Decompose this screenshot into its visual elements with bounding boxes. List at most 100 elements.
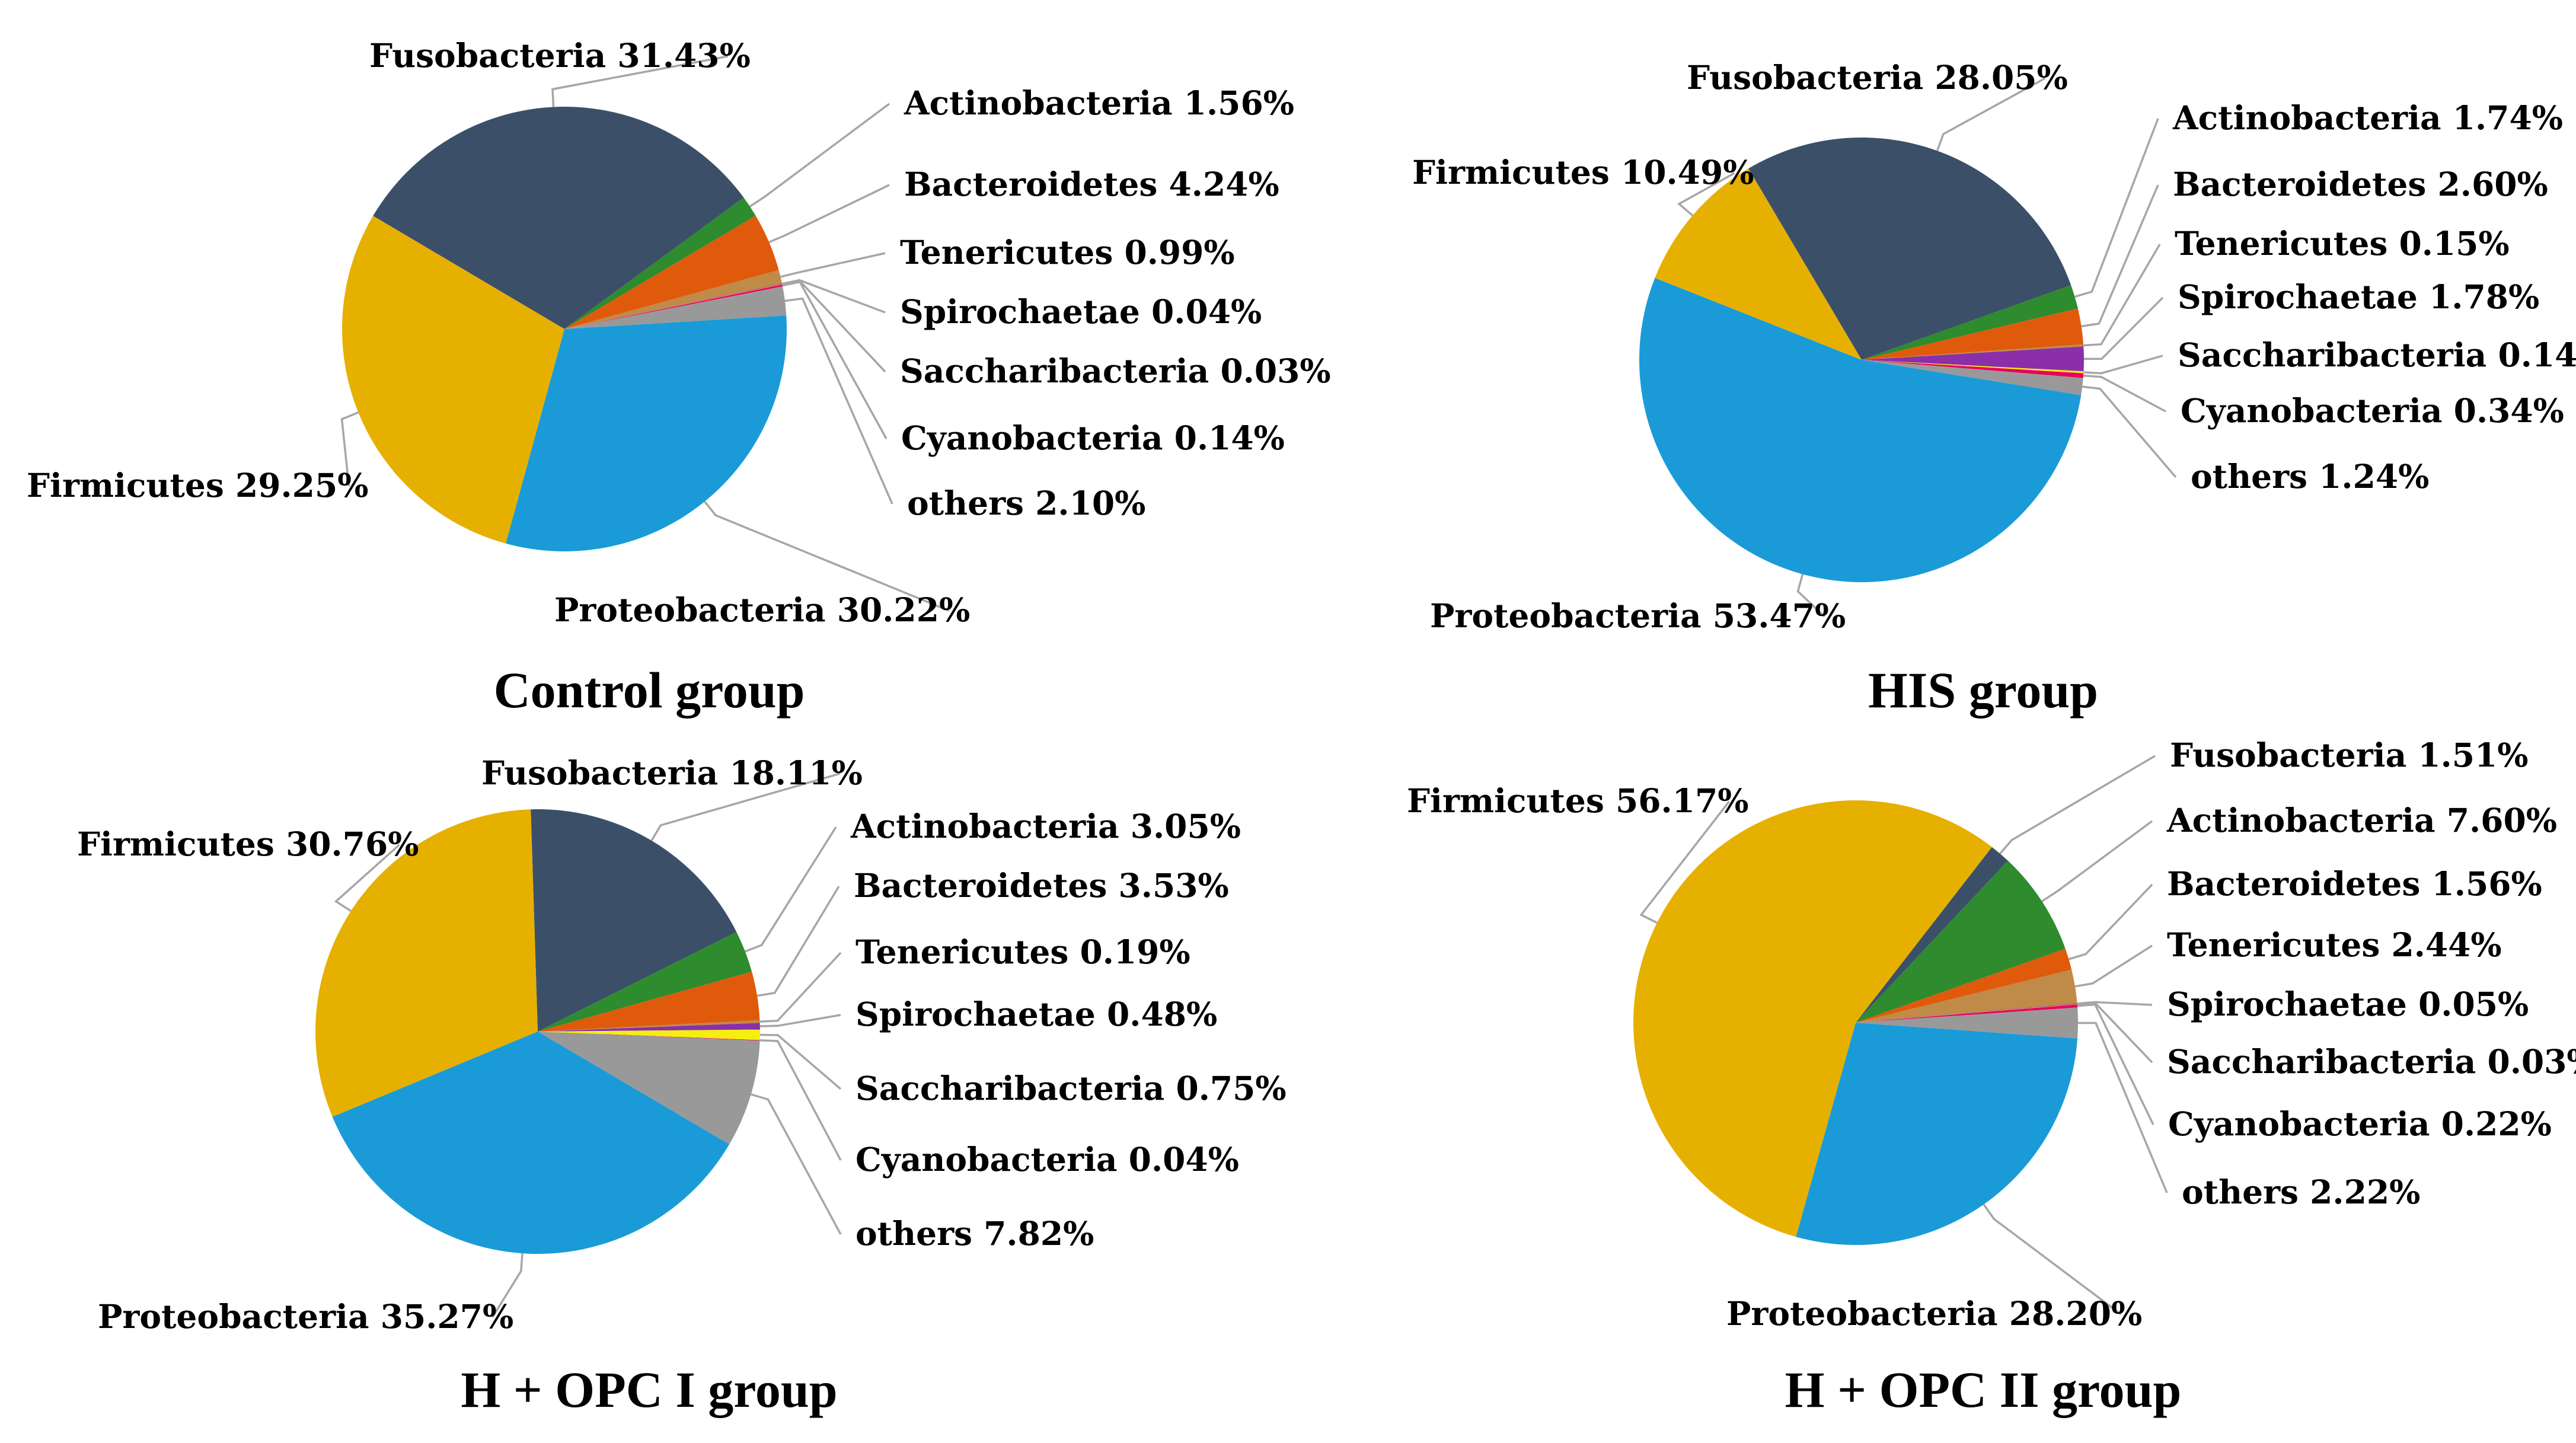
data-label-cyanobacteria: Cyanobacteria 0.34% [2181,391,2564,430]
leader-line-bacteroidetes [2081,184,2159,328]
leader-line-others [2082,385,2177,478]
leader-line-cyanobacteria [759,1039,842,1161]
data-label-bacteroidetes: Bacteroidetes 1.56% [2167,864,2542,903]
slice-tenericutes [564,270,783,329]
slice-proteobacteria [1796,1023,2078,1246]
data-label-cyanobacteria: Cyanobacteria 0.14% [901,419,1285,457]
pie-panel-4: Fusobacteria 1.51% Actinobacteria 7.60% Ba… [1407,736,2576,1418]
panel-title: H + OPC II group [1785,1361,2182,1418]
slice-cyanobacteria [564,284,783,329]
slice-fusobacteria [531,809,737,1032]
slice-others [1856,1007,2079,1039]
leader-line-fusobacteria [650,772,840,841]
panel-title: Control group [494,662,805,719]
slice-actinobacteria [538,932,752,1032]
slice-saccharibacteria [1856,1004,2077,1023]
leader-line-firmicutes [1639,800,1730,924]
slice-firmicutes [1633,800,1992,1237]
slice-bacteroidetes [1862,308,2084,360]
data-label-bacteroidetes: Bacteroidetes 2.60% [2173,165,2548,203]
leader-line-saccharibacteria [781,279,886,373]
data-label-cyanobacteria: Cyanobacteria 0.22% [2168,1104,2552,1143]
data-label-actinobacteria: Actinobacteria 7.60% [2166,801,2557,839]
slice-saccharibacteria [1862,360,2084,373]
data-label-tenericutes: Tenericutes 0.99% [900,233,1235,272]
data-label-fusobacteria: Fusobacteria 18.11% [481,754,863,792]
slice-firmicutes [341,216,564,544]
pie-panel-3: Fusobacteria 18.11% Actinobacteria 3.05% B… [77,754,1287,1418]
slice-cyanobacteria [1862,360,2084,378]
slice-fusobacteria [1856,847,2008,1023]
leader-line-fusobacteria [1999,755,2156,855]
data-label-fusobacteria: Fusobacteria 31.43% [369,36,751,75]
data-label-spirochaetae: Spirochaetae 0.04% [900,292,1262,331]
leader-line-tenericutes [780,252,886,278]
data-label-firmicutes: Firmicutes 30.76% [77,825,419,863]
data-label-proteobacteria: Proteobacteria 28.20% [1726,1294,2142,1333]
data-label-firmicutes: Firmicutes 10.49% [1412,153,1754,191]
slice-proteobacteria [332,1032,730,1254]
slice-fusobacteria [373,106,744,329]
slice-tenericutes [1862,344,2084,360]
data-label-others: others 7.82% [856,1214,1094,1253]
data-label-tenericutes: Tenericutes 2.44% [2167,925,2502,964]
slice-fusobacteria [1748,137,2071,360]
panel-title: H + OPC I group [461,1361,837,1418]
slice-spirochaetae [1862,346,2084,372]
slice-saccharibacteria [538,1029,761,1040]
leader-line-actinobacteria [749,103,890,207]
leader-line-saccharibacteria [2077,1001,2153,1064]
data-label-firmicutes: Firmicutes 29.25% [27,466,368,505]
data-label-firmicutes: Firmicutes 56.17% [1407,781,1748,820]
data-label-proteobacteria: Proteobacteria 53.47% [1430,596,1846,635]
leader-line-cyanobacteria [782,280,888,439]
slice-proteobacteria [1639,277,2082,583]
leader-line-proteobacteria [704,500,950,612]
slice-firmicutes [315,809,538,1117]
data-label-others: others 1.24% [2191,457,2429,496]
data-label-fusobacteria: Fusobacteria 28.05% [1687,58,2068,97]
data-label-spirochaetae: Spirochaetae 0.48% [856,995,1217,1033]
slice-actinobacteria [564,197,756,329]
slice-spirochaetae [564,283,783,329]
leader-line-actinobacteria [2041,820,2153,902]
panel-title: HIS group [1868,662,2098,719]
slice-others [1862,360,2083,395]
data-label-others: others 2.22% [2182,1173,2420,1211]
data-label-fusobacteria: Fusobacteria 1.51% [2170,736,2529,774]
leader-line-firmicutes [340,411,359,487]
leader-line-tenericutes [759,952,842,1023]
data-label-cyanobacteria: Cyanobacteria 0.04% [856,1140,1239,1179]
pie-panel-2: Fusobacteria 28.05% Actinobacteria 1.74% B… [1412,58,2576,719]
slice-firmicutes [1655,168,1862,360]
data-label-bacteroidetes: Bacteroidetes 4.24% [904,165,1279,203]
data-label-actinobacteria: Actinobacteria 1.56% [904,84,1294,122]
slice-bacteroidetes [1856,949,2072,1023]
leader-line-others [784,297,893,505]
leader-line-tenericutes [2083,244,2161,347]
data-label-proteobacteria: Proteobacteria 30.22% [554,590,970,629]
slice-bacteroidetes [538,972,760,1032]
leader-line-proteobacteria [1796,574,1825,618]
slice-actinobacteria [1856,860,2066,1023]
data-label-proteobacteria: Proteobacteria 35.27% [98,1297,513,1336]
data-label-tenericutes: Tenericutes 0.15% [2175,224,2510,263]
slice-cyanobacteria [538,1032,760,1041]
data-label-saccharibacteria: Saccharibacteria 0.75% [856,1069,1287,1107]
slice-proteobacteria [506,315,787,551]
slice-spirochaetae [538,1023,760,1032]
slice-tenericutes [538,1020,760,1032]
data-label-actinobacteria: Actinobacteria 3.05% [850,807,1241,845]
slice-bacteroidetes [564,215,779,329]
leader-line-firmicutes [334,844,400,912]
data-label-bacteroidetes: Bacteroidetes 3.53% [854,866,1229,905]
leader-line-actinobacteria [745,826,837,953]
leader-line-others [2078,1021,2168,1193]
slice-tenericutes [1856,969,2077,1023]
leader-line-firmicutes [1677,172,1735,216]
slice-spirochaetae [1856,1003,2077,1023]
leader-line-fusobacteria [551,55,728,107]
leader-line-saccharibacteria [2083,355,2163,375]
pie-panel-1: Fusobacteria 31.43% Actinobacteria 1.56% B… [27,36,1331,719]
